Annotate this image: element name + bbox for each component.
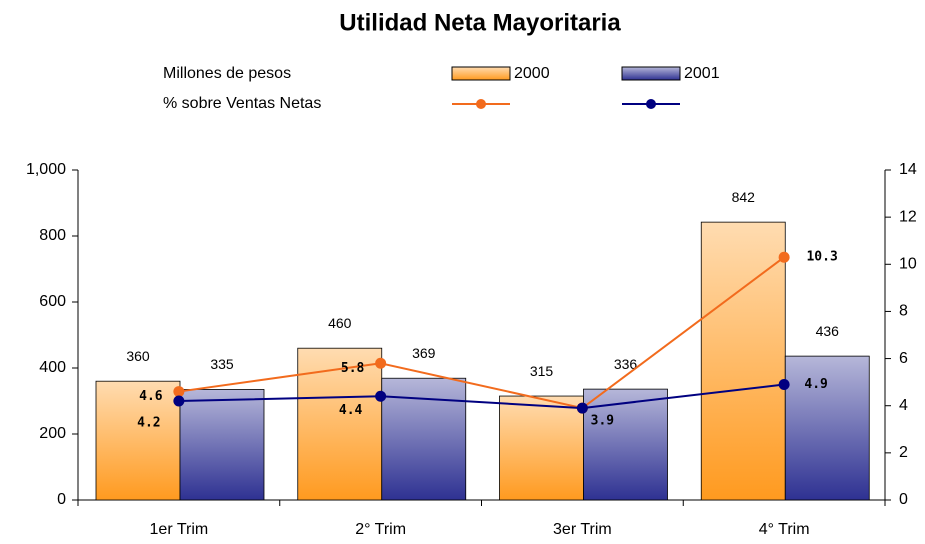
line-value-label: 4.6: [139, 389, 163, 404]
y-tick-label: 400: [39, 359, 66, 376]
bar: [179, 389, 265, 501]
bar-value-label: 460: [328, 315, 352, 331]
bar: [700, 221, 786, 501]
line-value-label: 4.9: [804, 377, 827, 392]
bar-value-label: 369: [412, 345, 436, 361]
bar-value-label: 360: [126, 348, 150, 364]
x-tick-label: 1er Trim: [150, 521, 209, 538]
legend-row-label: % sobre Ventas Netas: [163, 95, 321, 112]
line: [178, 256, 785, 410]
y2-tick-label: 10: [899, 256, 917, 273]
bar: [499, 395, 584, 501]
legend-row-label: Millones de pesos: [163, 65, 291, 82]
line-marker: [173, 395, 185, 407]
y2-tick-label: 6: [899, 350, 908, 367]
line-value-label: 3.9: [591, 414, 614, 429]
y2-tick-label: 2: [899, 444, 908, 461]
y2-tick-label: 4: [899, 397, 908, 414]
y2-tick-label: 0: [899, 491, 908, 508]
y-tick-label: 1,000: [26, 161, 66, 178]
line-value-label: 10.3: [806, 250, 837, 265]
y-tick-label: 0: [57, 491, 66, 508]
y2-tick-label: 14: [899, 161, 917, 178]
x-tick-label: 2° Trim: [355, 521, 406, 538]
legend-marker: [476, 99, 486, 109]
bar-value-label: 315: [530, 363, 554, 379]
bar-value-label: 436: [816, 323, 840, 339]
x-tick-label: 4° Trim: [759, 521, 810, 538]
bar: [784, 355, 870, 501]
bar: [583, 388, 668, 501]
line-marker: [375, 357, 387, 369]
legend-marker: [646, 99, 656, 109]
y-tick-label: 200: [39, 425, 66, 442]
y2-tick-label: 12: [899, 208, 917, 225]
y-tick-label: 800: [39, 227, 66, 244]
legend-label: 2000: [514, 65, 550, 82]
bar: [297, 347, 383, 501]
bar-value-label: 335: [210, 356, 234, 372]
bar-value-label: 842: [732, 189, 756, 205]
y2-tick-label: 8: [899, 303, 908, 320]
y-tick-label: 600: [39, 293, 66, 310]
line-marker: [778, 379, 790, 390]
line-marker: [173, 386, 185, 398]
line-value-label: 5.8: [341, 361, 365, 376]
legend-swatch: [451, 66, 511, 81]
chart-title: Utilidad Neta Mayoritaria: [339, 9, 621, 36]
line-marker: [375, 390, 387, 402]
line-marker: [576, 402, 588, 414]
legend-label: 2001: [684, 65, 720, 82]
line-value-label: 4.4: [339, 403, 363, 418]
legend-swatch: [621, 66, 681, 81]
line: [178, 383, 785, 410]
x-tick-label: 3er Trim: [553, 521, 612, 538]
line-marker: [778, 251, 790, 263]
line-value-label: 4.2: [137, 416, 160, 431]
bar-value-label: 336: [614, 356, 638, 372]
bar: [95, 380, 181, 501]
